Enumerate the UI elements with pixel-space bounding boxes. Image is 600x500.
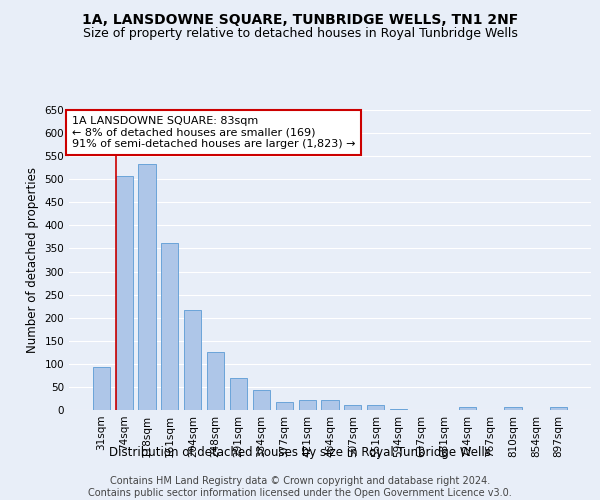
Bar — [367, 406, 385, 410]
Text: Contains HM Land Registry data © Crown copyright and database right 2024.
Contai: Contains HM Land Registry data © Crown c… — [88, 476, 512, 498]
Bar — [207, 352, 224, 410]
Bar — [390, 408, 407, 410]
Y-axis label: Number of detached properties: Number of detached properties — [26, 167, 39, 353]
Text: Distribution of detached houses by size in Royal Tunbridge Wells: Distribution of detached houses by size … — [109, 446, 491, 459]
Bar — [253, 390, 270, 410]
Bar — [230, 378, 247, 410]
Text: 1A, LANSDOWNE SQUARE, TUNBRIDGE WELLS, TN1 2NF: 1A, LANSDOWNE SQUARE, TUNBRIDGE WELLS, T… — [82, 12, 518, 26]
Bar — [505, 407, 521, 410]
Bar — [299, 400, 316, 410]
Bar — [550, 407, 567, 410]
Bar — [322, 400, 338, 410]
Bar — [344, 405, 361, 410]
Text: Size of property relative to detached houses in Royal Tunbridge Wells: Size of property relative to detached ho… — [83, 28, 517, 40]
Bar — [161, 243, 178, 410]
Bar — [139, 164, 155, 410]
Bar — [184, 310, 202, 410]
Bar — [116, 176, 133, 410]
Bar — [93, 367, 110, 410]
Bar — [275, 402, 293, 410]
Bar — [458, 407, 476, 410]
Text: 1A LANSDOWNE SQUARE: 83sqm
← 8% of detached houses are smaller (169)
91% of semi: 1A LANSDOWNE SQUARE: 83sqm ← 8% of detac… — [71, 116, 355, 149]
